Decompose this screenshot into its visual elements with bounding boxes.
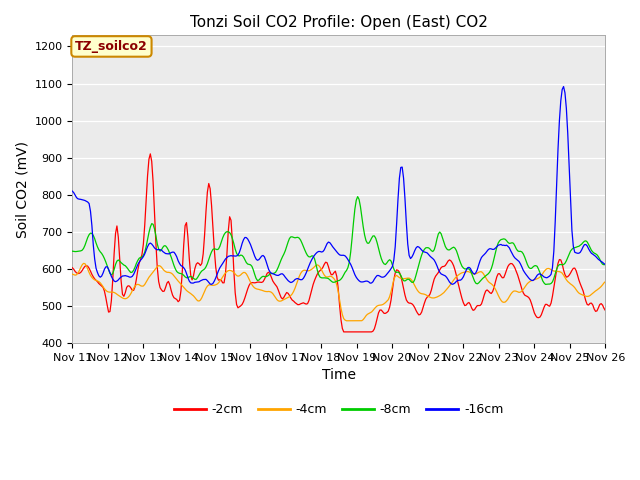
Y-axis label: Soil CO2 (mV): Soil CO2 (mV) — [15, 141, 29, 238]
Text: TZ_soilco2: TZ_soilco2 — [75, 40, 148, 53]
X-axis label: Time: Time — [322, 368, 356, 382]
Legend: -2cm, -4cm, -8cm, -16cm: -2cm, -4cm, -8cm, -16cm — [170, 398, 508, 421]
Title: Tonzi Soil CO2 Profile: Open (East) CO2: Tonzi Soil CO2 Profile: Open (East) CO2 — [190, 15, 488, 30]
